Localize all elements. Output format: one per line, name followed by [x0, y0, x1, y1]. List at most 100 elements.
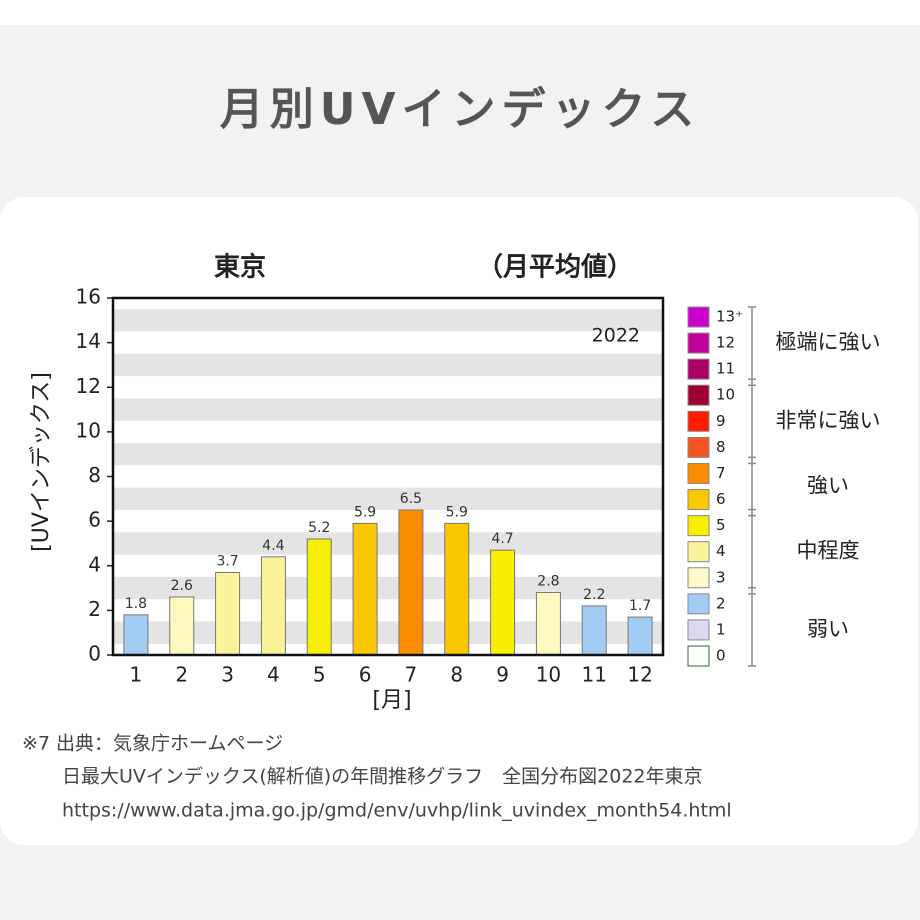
plot-background	[113, 298, 663, 655]
x-tick-label: 10	[536, 663, 561, 687]
legend-group: 非常に強い	[776, 408, 881, 432]
grid-band	[113, 353, 663, 377]
value-label: 5.2	[308, 520, 330, 536]
legend-swatch	[687, 462, 710, 484]
legend-swatch	[687, 358, 710, 380]
value-label: 2.6	[171, 578, 193, 594]
bar	[123, 614, 149, 656]
legend-label: 10	[716, 386, 735, 404]
value-label: 2.2	[583, 587, 605, 603]
legend-swatch	[687, 541, 710, 563]
legend-label: 13⁺	[716, 308, 743, 326]
legend-label: 11	[716, 360, 735, 378]
legend-group: 極端に強い	[776, 330, 881, 354]
bar	[581, 605, 607, 656]
y-tick-label: 12	[76, 374, 101, 398]
bar	[215, 571, 241, 656]
value-label: 1.7	[629, 598, 651, 614]
y-tick-label: 16	[76, 285, 101, 309]
legend-swatch	[687, 619, 710, 641]
source-line: ※7 出典：気象庁ホームページ	[22, 733, 283, 755]
y-tick-label: 10	[76, 418, 101, 442]
x-tick-label: 12	[627, 663, 652, 687]
legend-label: 0	[716, 647, 726, 665]
grid-band	[113, 309, 663, 332]
y-tick-label: 6	[88, 508, 101, 532]
legend-label: 7	[716, 464, 726, 482]
value-label: 5.9	[354, 504, 376, 520]
bar	[169, 596, 195, 656]
x-tick-label: 11	[582, 663, 607, 687]
x-tick-label: 1	[130, 663, 143, 687]
legend-label: 9	[716, 412, 726, 430]
value-label: 6.5	[400, 491, 422, 507]
bar	[535, 592, 561, 656]
legend-label: 6	[716, 490, 726, 508]
value-label: 4.7	[491, 531, 513, 547]
x-tick-label: 8	[450, 663, 463, 687]
legend-swatch	[687, 332, 710, 354]
annotation: 2022	[592, 325, 640, 347]
legend-label: 8	[716, 438, 726, 456]
top-strip	[0, 0, 920, 25]
legend-swatch	[687, 645, 710, 667]
y-tick-label: 0	[88, 642, 101, 666]
bar	[398, 509, 424, 656]
legend-swatch	[687, 436, 710, 458]
bar	[306, 538, 332, 656]
chart: 東京 （月平均値）202202468101214161.812.623.734.4…	[29, 252, 881, 714]
legend-swatch	[687, 410, 710, 432]
bar	[352, 522, 378, 656]
x-tick-label: 2	[175, 663, 188, 687]
x-axis-label: [月]	[372, 688, 411, 713]
legend-swatch	[687, 489, 710, 511]
grid-band	[113, 487, 663, 510]
x-tick-label: 4	[267, 663, 280, 687]
legend-group: 弱い	[807, 617, 849, 641]
grid-band	[113, 398, 663, 421]
y-tick-label: 2	[88, 597, 101, 621]
value-label: 5.9	[446, 504, 468, 520]
chart-title: 東京	[214, 252, 266, 283]
legend-group: 中程度	[797, 539, 860, 563]
value-label: 1.8	[125, 596, 147, 612]
grid-band	[113, 532, 663, 555]
y-tick-label: 14	[76, 329, 101, 353]
grid-band	[113, 576, 663, 600]
legend-group: 強い	[807, 474, 849, 498]
y-tick-label: 4	[88, 552, 101, 576]
legend-swatch	[687, 567, 710, 589]
legend-label: 1	[716, 620, 726, 638]
x-tick-label: 7	[405, 663, 418, 687]
legend-swatch	[687, 515, 710, 537]
bar	[444, 522, 470, 656]
value-label: 4.4	[262, 538, 284, 554]
source-line: https://www.data.jma.go.jp/gmd/env/uvhp/…	[62, 800, 732, 822]
legend-label: 2	[716, 594, 726, 612]
y-axis-label: [UVインデックス]	[29, 372, 54, 552]
legend-label: 4	[716, 542, 726, 560]
grid-band	[113, 621, 663, 644]
x-tick-label: 6	[359, 663, 372, 687]
x-tick-label: 3	[221, 663, 234, 687]
legend-label: 5	[716, 516, 726, 534]
chart-subtitle: （月平均値）	[477, 253, 633, 283]
legend-swatch	[687, 384, 710, 406]
bar	[260, 556, 286, 656]
y-tick-label: 8	[88, 463, 101, 487]
x-tick-label: 9	[496, 663, 509, 687]
x-tick-label: 5	[313, 663, 326, 687]
grid-band	[113, 443, 663, 466]
bar	[627, 616, 653, 656]
value-label: 2.8	[537, 574, 559, 590]
plot-frame	[111, 296, 665, 657]
bar	[490, 549, 516, 656]
page-title: 月別UVインデックス	[220, 84, 700, 135]
legend-label: 3	[716, 568, 726, 586]
legend-swatch	[687, 593, 710, 615]
value-label: 3.7	[216, 553, 238, 569]
source-line: 日最大UVインデックス(解析値)の年間推移グラフ 全国分布図2022年東京	[62, 766, 703, 788]
legend-swatch	[687, 306, 710, 328]
